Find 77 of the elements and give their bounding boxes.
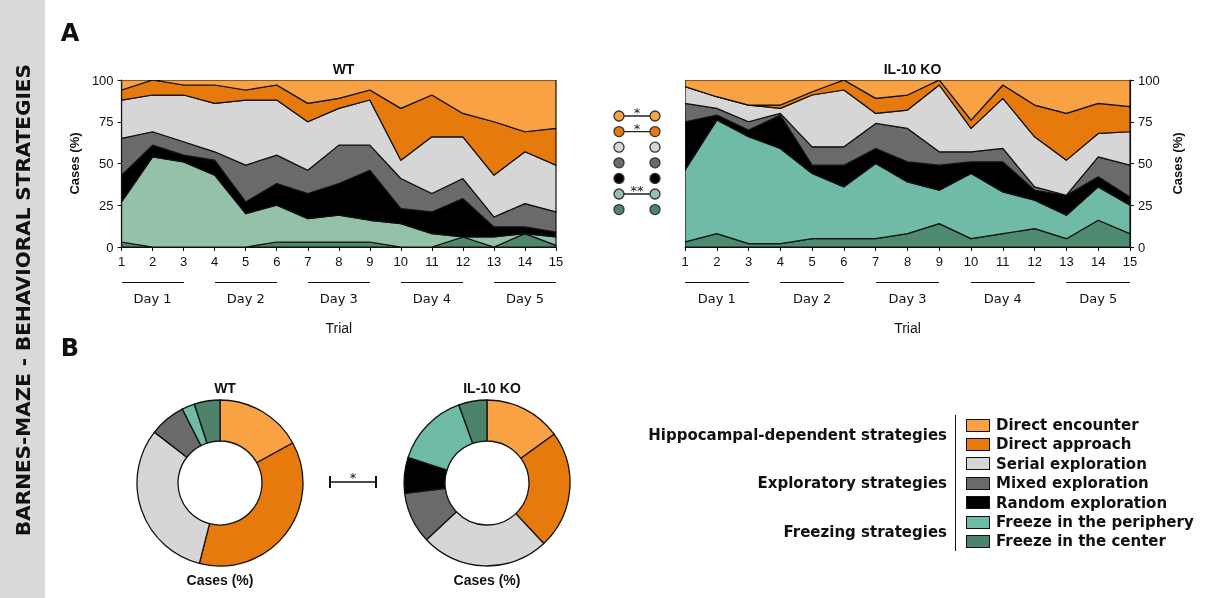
text: BARNES-MAZE - BEHAVIORAL STRATEGIES: [11, 64, 35, 536]
text: **: [630, 182, 644, 198]
text: Hippocampal-dependent strategies: [648, 425, 947, 444]
x-tick-label: 13: [1059, 254, 1074, 269]
y2-tick-label: 50: [1138, 156, 1153, 171]
x-tick-label: 14: [1090, 254, 1106, 269]
y-tick-label: 75: [99, 114, 114, 130]
x-tick-label: 11: [425, 254, 439, 269]
y2-tick-label: 75: [1138, 114, 1153, 130]
text: Day 4: [412, 290, 451, 306]
y-tick-label: 25: [99, 197, 114, 213]
text: Day 1: [697, 290, 736, 306]
x-tick-label: 12: [1027, 254, 1042, 269]
x-tick-label: 11: [996, 254, 1010, 269]
x-tick-label: 12: [455, 254, 471, 269]
text: A: [60, 19, 80, 47]
x-tick-label: 2: [713, 254, 721, 269]
text: Day 4: [983, 290, 1022, 306]
legend-label: Freeze in the periphery: [996, 513, 1194, 531]
chart-title: IL-10 KO: [463, 380, 521, 396]
x-tick-label: 9: [366, 254, 374, 269]
x-tick-label: 8: [335, 254, 343, 269]
x-tick-label: 3: [744, 254, 753, 269]
text: *: [633, 104, 641, 120]
x-tick-label: 5: [808, 254, 816, 269]
text: Exploratory strategies: [757, 474, 947, 493]
x-tick-label: 6: [840, 254, 848, 269]
text: Freezing strategies: [783, 522, 947, 541]
y-tick-label: 0: [106, 239, 114, 255]
text: Cases (%): [186, 572, 254, 588]
x-tick-label: 5: [242, 254, 250, 269]
text: *: [349, 469, 357, 485]
y-axis-title: Cases (%): [67, 132, 82, 195]
x-tick-label: 6: [273, 254, 281, 269]
y2-tick-label: 0: [1138, 239, 1146, 255]
x-tick-label: 14: [517, 254, 533, 269]
text: Day 5: [505, 290, 545, 306]
x-tick-label: 13: [486, 254, 502, 269]
x-tick-label: 7: [304, 254, 312, 269]
x-tick-label: 1: [117, 254, 126, 269]
y-tick-label: 50: [99, 156, 114, 171]
x-tick-label: 4: [211, 254, 219, 269]
chart-title: WT: [332, 61, 355, 77]
text: Day 2: [226, 290, 265, 306]
text: Day 3: [319, 290, 358, 306]
legend-label: Direct encounter: [996, 416, 1139, 434]
text: Day 5: [1079, 290, 1118, 306]
chart-title: WT: [214, 380, 237, 396]
legend-label: Direct approach: [996, 435, 1132, 454]
x-tick-label: 8: [903, 254, 912, 269]
text: Day 2: [793, 290, 832, 306]
legend-label: Freeze in the center: [996, 532, 1166, 551]
text: *: [633, 120, 641, 136]
x-tick-label: 9: [935, 254, 943, 269]
legend-label: Serial exploration: [996, 454, 1147, 473]
y-tick-label: 100: [91, 72, 114, 88]
x-tick-label: 4: [776, 254, 784, 269]
y2-axis-title: Cases (%): [1169, 132, 1185, 195]
x-tick-label: 3: [180, 254, 188, 269]
x-tick-label: 10: [963, 254, 979, 269]
text: Day 1: [133, 290, 172, 306]
y2-tick-label: 100: [1138, 72, 1160, 88]
x-tick-label: 10: [393, 254, 409, 269]
x-tick-label: 15: [1122, 254, 1138, 269]
x-axis-title: Trial: [894, 320, 921, 336]
x-tick-label: 1: [681, 254, 689, 269]
x-tick-label: 7: [872, 254, 880, 269]
text: Cases (%): [453, 572, 521, 588]
x-tick-label: 15: [548, 254, 564, 269]
text: B: [60, 334, 80, 362]
x-tick-label: 2: [149, 254, 157, 269]
legend-label: Mixed exploration: [996, 474, 1149, 493]
legend-label: Random exploration: [996, 493, 1168, 512]
y2-tick-label: 25: [1138, 197, 1153, 213]
text: Day 3: [888, 290, 927, 306]
x-axis-title: Trial: [325, 320, 353, 336]
chart-title: IL-10 KO: [883, 61, 942, 77]
